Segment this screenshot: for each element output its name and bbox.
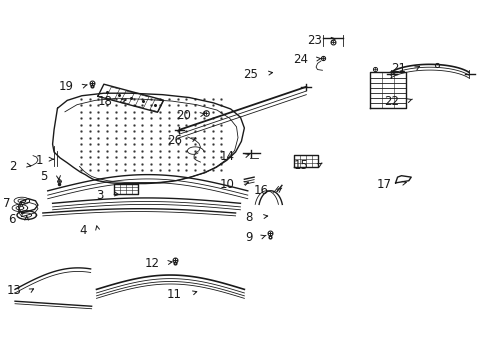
Text: 1: 1 — [35, 154, 43, 167]
Text: 25: 25 — [243, 68, 258, 81]
Text: 5: 5 — [40, 170, 48, 183]
Text: 9: 9 — [245, 231, 253, 244]
Text: 18: 18 — [98, 95, 113, 108]
Text: 19: 19 — [59, 80, 74, 93]
Text: 13: 13 — [7, 284, 22, 297]
Text: 4: 4 — [79, 224, 87, 237]
Text: 2: 2 — [9, 160, 17, 173]
Text: 23: 23 — [308, 33, 322, 47]
Text: 24: 24 — [293, 53, 308, 66]
Text: 16: 16 — [254, 184, 269, 197]
Text: 15: 15 — [294, 159, 309, 172]
Text: 7: 7 — [2, 197, 10, 210]
Text: 22: 22 — [384, 95, 399, 108]
Text: 12: 12 — [145, 257, 160, 270]
Text: 21: 21 — [392, 62, 406, 75]
Text: 26: 26 — [167, 134, 182, 147]
Text: 3: 3 — [97, 189, 104, 202]
Text: 6: 6 — [8, 213, 16, 226]
Text: 8: 8 — [245, 211, 253, 224]
Text: 17: 17 — [377, 178, 392, 191]
Text: 11: 11 — [167, 288, 182, 301]
Text: 10: 10 — [220, 178, 235, 191]
Text: 20: 20 — [176, 109, 191, 122]
Text: 14: 14 — [220, 150, 235, 163]
